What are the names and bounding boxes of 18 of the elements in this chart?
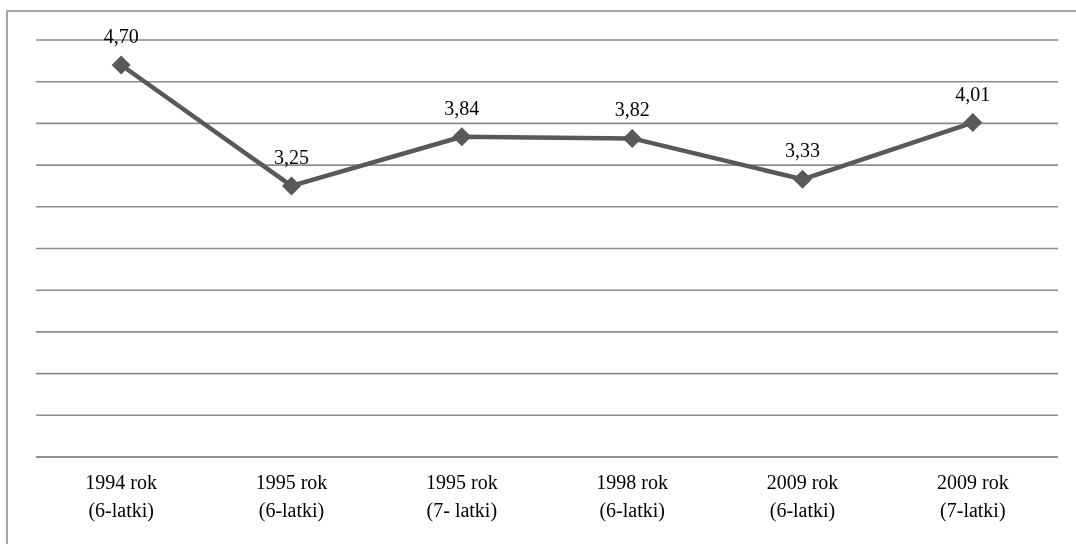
data-label: 3,25 <box>274 145 309 168</box>
x-tick-label: 2009 rok (7-latki) <box>937 471 1009 522</box>
data-label: 3,33 <box>785 139 820 162</box>
x-tick-label: 1995 rok (7- latki) <box>426 471 498 522</box>
x-tick-label: 1998 rok (6-latki) <box>596 471 668 522</box>
data-label: 4,01 <box>955 82 991 105</box>
point <box>282 176 301 196</box>
point <box>793 169 812 189</box>
x-tick-label: 1994 rok (6-latki) <box>85 471 157 522</box>
data-label: 3,82 <box>614 98 650 121</box>
point <box>622 128 642 148</box>
data-label: 4,70 <box>103 25 139 48</box>
data-label: 3,84 <box>444 96 480 119</box>
x-tick-label: 1995 rok (6-latki) <box>255 471 328 522</box>
point <box>111 55 131 75</box>
point <box>452 127 472 147</box>
x-tick-label: 2009 rok (6-latki) <box>766 471 839 522</box>
point <box>963 113 983 133</box>
